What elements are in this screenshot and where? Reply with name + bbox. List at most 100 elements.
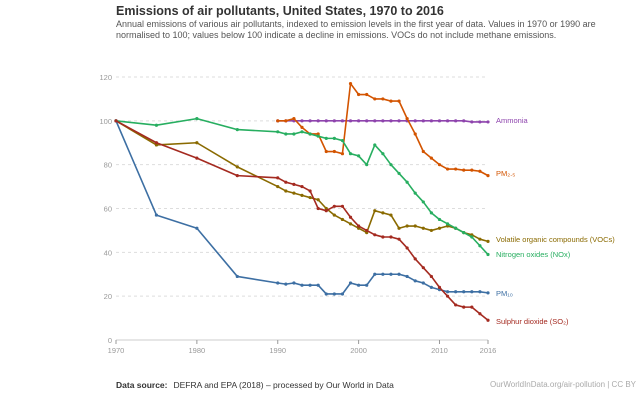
- x-tick-label: 2000: [350, 346, 367, 355]
- data-point: [195, 141, 199, 145]
- data-point: [413, 224, 417, 228]
- data-point: [454, 303, 458, 307]
- data-point: [429, 211, 433, 215]
- data-point: [292, 281, 296, 285]
- data-point: [332, 149, 336, 154]
- data-point: [308, 189, 312, 193]
- data-point: [195, 156, 199, 160]
- data-point: [348, 215, 353, 219]
- data-point: [235, 165, 239, 169]
- data-point: [154, 141, 159, 145]
- data-point: [332, 213, 336, 217]
- x-tick-label: 1970: [108, 346, 125, 355]
- data-point: [292, 182, 296, 186]
- data-point: [195, 226, 199, 230]
- data-point: [324, 136, 328, 140]
- data-point: [397, 171, 401, 176]
- data-point: [324, 209, 328, 213]
- data-point: [292, 117, 296, 121]
- data-point: [284, 189, 288, 193]
- data-point: [348, 281, 353, 285]
- data-point: [437, 226, 442, 230]
- data-point: [445, 222, 450, 226]
- y-tick-label: 80: [104, 161, 112, 170]
- data-point: [324, 206, 328, 211]
- data-point: [348, 81, 353, 86]
- data-point: [437, 285, 442, 289]
- series-labels: Ammonia PM₂.₅ Volatile organic compounds (…: [496, 116, 615, 326]
- data-point: [413, 119, 417, 123]
- data-point: [365, 228, 369, 233]
- data-point: [445, 167, 450, 171]
- data-point: [357, 154, 361, 158]
- data-point: [373, 143, 377, 147]
- data-point: [454, 167, 458, 171]
- data-point: [470, 290, 474, 294]
- data-point: [478, 237, 482, 241]
- data-point: [389, 235, 393, 239]
- data-point: [357, 226, 361, 230]
- data-point: [470, 233, 474, 237]
- data-point: [348, 119, 353, 123]
- data-point: [381, 272, 385, 276]
- data-point: [462, 231, 466, 235]
- data-point: [381, 211, 385, 215]
- data-point: [357, 119, 361, 123]
- data-point: [486, 318, 490, 322]
- data-point: [357, 224, 361, 228]
- data-point: [308, 132, 312, 136]
- y-tick-label: 100: [99, 117, 112, 126]
- data-point: [292, 191, 296, 195]
- data-point: [413, 257, 417, 261]
- data-point: [381, 235, 385, 239]
- data-point: [445, 294, 450, 298]
- data-point: [308, 195, 312, 200]
- data-point: [437, 217, 442, 222]
- series-label-1: PM₂.₅: [496, 169, 515, 178]
- series-label-3: Nitrogen oxides (NOx): [496, 250, 571, 259]
- data-point: [300, 119, 304, 123]
- data-point: [316, 206, 320, 211]
- data-point: [381, 97, 385, 101]
- data-point: [340, 292, 345, 296]
- data-point: [486, 120, 490, 124]
- data-point: [276, 130, 280, 134]
- data-source: Data source: DEFRA and EPA (2018) – proce…: [116, 380, 394, 390]
- data-point: [445, 119, 450, 123]
- data-point: [373, 119, 377, 123]
- x-tick-label: 2016: [480, 346, 497, 355]
- data-point: [235, 274, 239, 279]
- data-point: [348, 152, 353, 156]
- data-point: [114, 119, 118, 123]
- data-point: [316, 283, 320, 287]
- series-label-5: Sulphur dioxide (SO₂): [496, 317, 569, 326]
- data-point: [340, 204, 345, 208]
- data-point: [478, 312, 482, 316]
- data-point: [486, 239, 490, 243]
- data-point: [389, 272, 393, 276]
- data-point: [429, 274, 433, 279]
- data-point: [235, 128, 239, 132]
- data-point: [389, 213, 393, 217]
- data-point: [429, 228, 433, 233]
- data-point: [389, 119, 393, 123]
- y-tick-label: 40: [104, 248, 112, 257]
- data-point: [486, 174, 490, 178]
- chart-axes: 0 20 40 60 80 100 120 1970 1980 1990 2000 2010 2016: [99, 73, 496, 355]
- series-label-0: Ammonia: [496, 116, 529, 125]
- data-point: [478, 120, 482, 124]
- data-point: [340, 138, 345, 143]
- data-point: [405, 224, 409, 228]
- data-point: [365, 231, 369, 235]
- data-point: [437, 163, 442, 167]
- data-point: [429, 285, 433, 289]
- chart-subtitle: Annual emissions of various air pollutan…: [116, 19, 596, 40]
- data-point: [332, 204, 336, 208]
- y-tick-label: 20: [104, 292, 112, 301]
- data-point: [373, 233, 377, 237]
- data-point: [373, 272, 377, 276]
- data-point: [316, 134, 320, 138]
- data-point: [316, 198, 320, 202]
- footer-url[interactable]: OurWorldInData.org/air-pollution | CC BY: [490, 380, 636, 389]
- data-point: [397, 226, 401, 230]
